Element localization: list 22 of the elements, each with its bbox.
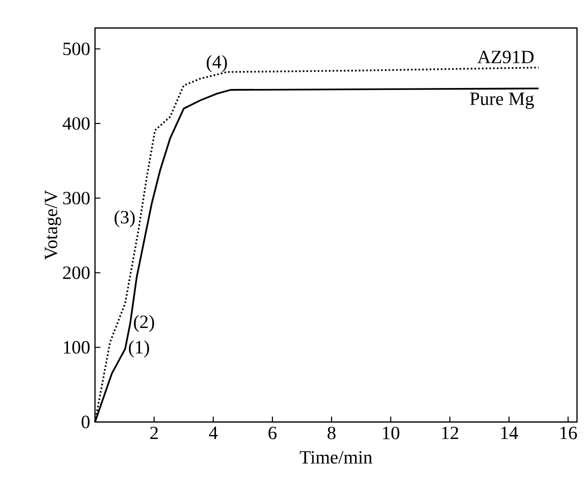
y-tick-label: 0 [82,416,90,428]
x-tick-label: 16 [560,426,577,440]
x-tick-label: 12 [442,426,458,440]
x-tick-label: 10 [383,426,400,440]
annotation: (1) [128,340,150,358]
series-label: AZ91D [477,50,534,64]
annotation: (2) [134,315,154,332]
x-tick-label: 8 [328,426,336,440]
y-axis-title: Votage/V [44,190,62,260]
annotation: (4) [206,55,227,72]
y-tick-label: 200 [63,266,90,280]
y-tick-label: 400 [62,117,90,130]
x-tick-label: 4 [208,426,218,439]
x-tick-label: 14 [501,426,518,440]
y-tick-label: 100 [64,341,90,354]
y-tick-label: 500 [63,42,90,56]
annotation: (3) [114,210,135,228]
x-axis-title: Time/min [300,451,372,464]
y-tick-label: 300 [63,192,90,204]
series-label: Pure Mg [470,92,534,109]
x-tick-label: 2 [150,426,158,440]
x-tick-label: 6 [268,426,277,440]
